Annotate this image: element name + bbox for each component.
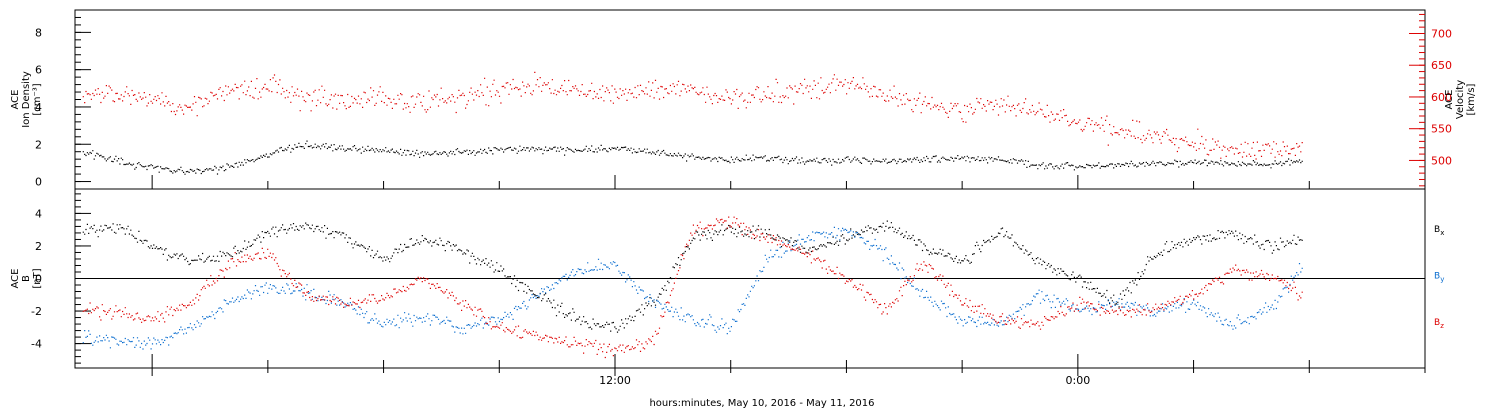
legend-base: B (1434, 272, 1440, 282)
plasma-left-axis-title: ACEIon Density[cm⁻³] (10, 71, 43, 128)
legend-subscript: z (1440, 322, 1444, 330)
axis-title-line: B (21, 275, 32, 282)
axis-title-line: [nT] (32, 268, 43, 288)
magnetic-left-axis-title: ACEB[nT] (10, 268, 43, 288)
legend-entry-y: By (1434, 272, 1444, 284)
tick-label: 2 (35, 138, 42, 151)
tick-label: 0 (35, 176, 42, 189)
axis-title-line: [cm⁻³] (32, 83, 43, 115)
x-tick-label: 12:00 (599, 374, 631, 387)
axis-title-line: ACE (1444, 90, 1455, 110)
magnetic-left-axis: -4 -2 0 2 4 (31, 193, 91, 364)
legend-entry-z: Bz (1434, 318, 1444, 330)
plasma-right-axis: 500 550 600 650 700 (1409, 13, 1452, 187)
tick-label: 4 (35, 101, 42, 114)
time-axis: 12:00 0:00 (151, 175, 1426, 387)
tick-label: -4 (31, 338, 42, 351)
legend-base: B (1434, 318, 1440, 328)
tick-label: 700 (1431, 27, 1452, 40)
tick-label: 650 (1431, 59, 1452, 72)
tick-label: 6 (35, 64, 42, 77)
axis-title-line: Ion Density (21, 71, 32, 128)
legend-subscript: y (1440, 276, 1444, 284)
tick-label: 0 (35, 273, 42, 286)
axis-title-line: ACE (10, 269, 21, 289)
axis-title-line: Velocity (1455, 80, 1466, 119)
plasma-left-axis: 0 2 4 6 8 (35, 9, 91, 190)
x-tick-label: 0:00 (1066, 374, 1091, 387)
plasma-right-axis-title: ACEVelocity[km/s] (1444, 80, 1477, 119)
tick-label: 2 (35, 240, 42, 253)
legend-entry-x: Bx (1434, 225, 1444, 237)
tick-label: 8 (35, 26, 42, 39)
legend-subscript: x (1440, 229, 1444, 237)
tick-label: -2 (31, 305, 42, 318)
legend-base: B (1434, 225, 1440, 235)
tick-label: 550 (1431, 123, 1452, 136)
tick-label: 500 (1431, 154, 1452, 167)
axis-title-line: ACE (10, 90, 21, 110)
axis-title-line: [km/s] (1466, 83, 1477, 115)
x-axis-label: hours:minutes, May 10, 2016 - May 11, 20… (649, 398, 874, 409)
tick-label: 4 (35, 207, 42, 220)
tick-label: 600 (1431, 91, 1452, 104)
